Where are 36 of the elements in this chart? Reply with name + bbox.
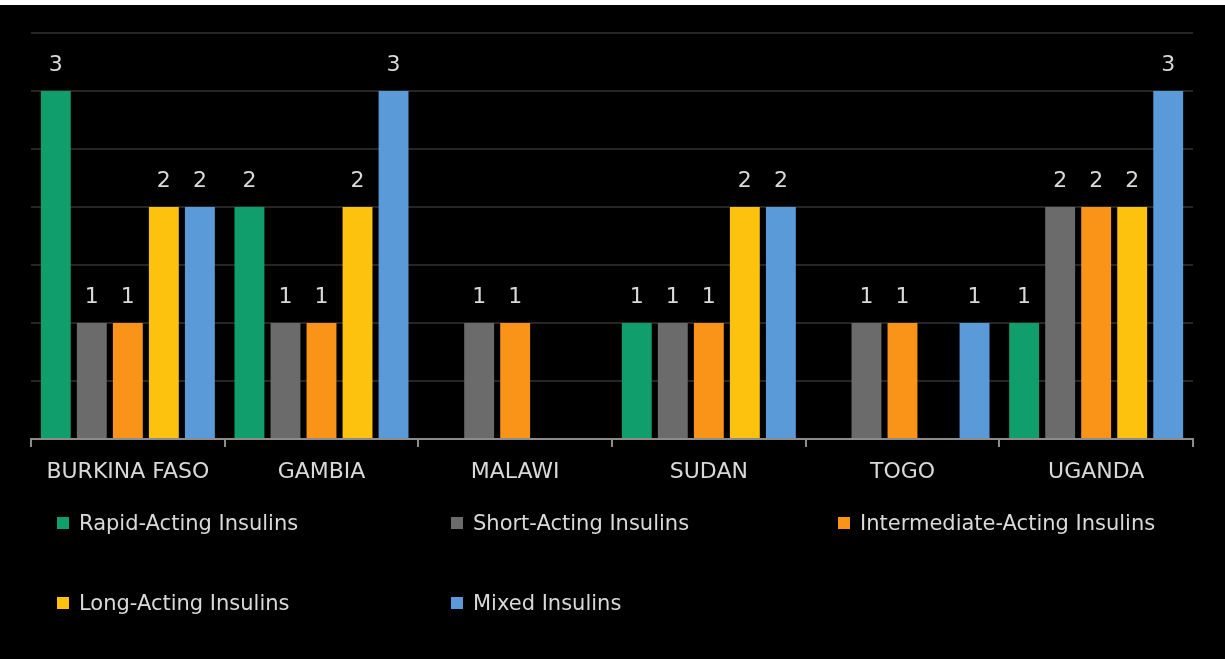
legend-label: Long-Acting Insulins bbox=[79, 591, 290, 615]
x-tick-label: GAMBIA bbox=[277, 457, 366, 483]
data-label: 1 bbox=[472, 282, 487, 308]
data-label: 2 bbox=[773, 166, 788, 192]
data-label: 1 bbox=[665, 282, 680, 308]
data-label: 1 bbox=[967, 282, 982, 308]
data-label: 3 bbox=[386, 50, 401, 76]
data-label: 1 bbox=[314, 282, 329, 308]
data-label: 2 bbox=[1125, 166, 1140, 192]
legend-label: Mixed Insulins bbox=[473, 591, 622, 615]
data-label: 1 bbox=[859, 282, 874, 308]
data-label: 1 bbox=[120, 282, 135, 308]
data-label: 3 bbox=[48, 50, 63, 76]
data-label: 1 bbox=[84, 282, 99, 308]
data-label: 2 bbox=[350, 166, 365, 192]
legend-label: Rapid-Acting Insulins bbox=[79, 511, 299, 535]
data-label: 3 bbox=[1161, 50, 1176, 76]
x-tick-label: MALAWI bbox=[470, 457, 560, 483]
legend-label: Short-Acting Insulins bbox=[473, 511, 690, 535]
x-tick-label: TOGO bbox=[868, 457, 936, 483]
data-label: 1 bbox=[629, 282, 644, 308]
data-label: 1 bbox=[508, 282, 523, 308]
data-label: 2 bbox=[1053, 166, 1068, 192]
data-label: 1 bbox=[701, 282, 716, 308]
data-label: 2 bbox=[1089, 166, 1104, 192]
data-label: 1 bbox=[1017, 282, 1032, 308]
data-label: 1 bbox=[895, 282, 910, 308]
data-label: 2 bbox=[156, 166, 171, 192]
data-label: 2 bbox=[192, 166, 207, 192]
x-tick-label: BURKINA FASO bbox=[46, 457, 210, 483]
x-tick-label: SUDAN bbox=[669, 457, 748, 483]
legend-label: Intermediate-Acting Insulins bbox=[860, 511, 1156, 535]
data-label: 2 bbox=[737, 166, 752, 192]
x-tick-label: UGANDA bbox=[1048, 457, 1145, 483]
data-label: 2 bbox=[242, 166, 257, 192]
data-label: 1 bbox=[278, 282, 293, 308]
